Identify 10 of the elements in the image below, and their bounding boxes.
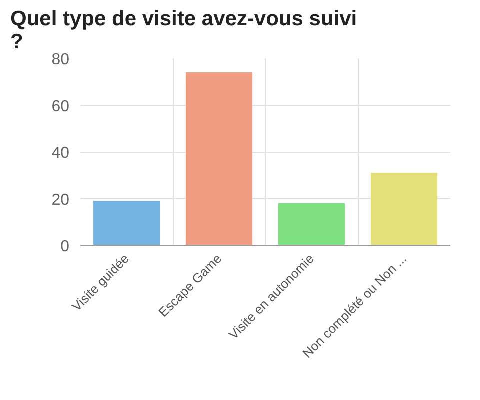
y-tick-label: 80 bbox=[52, 52, 70, 68]
bar bbox=[370, 173, 438, 246]
chart-title: Quel type de visite avez-vous suivi ? bbox=[10, 8, 358, 54]
bar bbox=[278, 203, 346, 246]
y-tick-label: 60 bbox=[52, 98, 70, 116]
y-tick-label: 20 bbox=[52, 192, 70, 209]
bar bbox=[186, 72, 253, 246]
bar bbox=[93, 201, 160, 246]
y-tick-label: 40 bbox=[52, 145, 70, 162]
y-tick-label: 0 bbox=[60, 238, 70, 256]
